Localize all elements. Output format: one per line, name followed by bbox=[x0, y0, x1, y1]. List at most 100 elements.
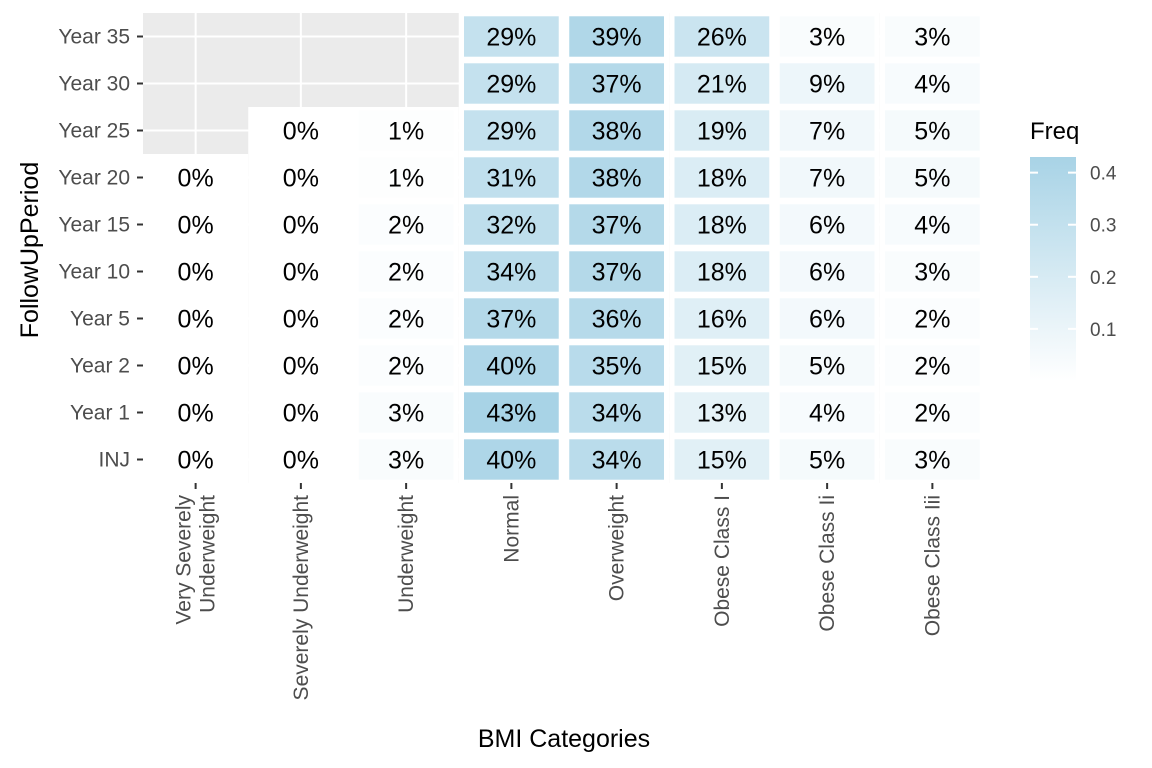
heatmap-tile bbox=[885, 110, 980, 151]
cell-value-label: 37% bbox=[592, 212, 642, 240]
heatmap-tile bbox=[464, 63, 559, 104]
heatmap-tile bbox=[358, 110, 454, 151]
heatmap-tile bbox=[464, 345, 559, 386]
heatmap-tile bbox=[358, 251, 454, 292]
cell-value-label: 34% bbox=[592, 447, 642, 475]
heatmap-tile bbox=[253, 298, 349, 339]
cell-value-label: 0% bbox=[283, 118, 319, 146]
cell-value-label: 3% bbox=[914, 447, 950, 475]
cell-value-label: 37% bbox=[486, 306, 536, 334]
heatmap-tile bbox=[779, 345, 875, 386]
y-tick-label: Year 25 bbox=[58, 120, 130, 143]
cell-value-label: 7% bbox=[809, 118, 845, 146]
cell-value-label: 0% bbox=[283, 400, 319, 428]
cell-value-label: 3% bbox=[809, 24, 845, 52]
heatmap-tile bbox=[569, 63, 664, 104]
heatmap-tile bbox=[358, 157, 454, 198]
cell-value-label: 34% bbox=[592, 400, 642, 428]
heatmap-tile bbox=[569, 110, 664, 151]
cell-value-label: 6% bbox=[809, 259, 845, 287]
cell-value-label: 0% bbox=[283, 353, 319, 381]
heatmap-tile bbox=[148, 204, 243, 245]
heatmap-tile bbox=[569, 204, 664, 245]
cell-value-label: 15% bbox=[697, 447, 747, 475]
heatmap-tile bbox=[358, 392, 454, 433]
cell-value-label: 3% bbox=[914, 24, 950, 52]
y-tick-label: Year 2 bbox=[70, 355, 130, 378]
heatmap-tile bbox=[779, 439, 875, 480]
heatmap-tile bbox=[569, 298, 664, 339]
x-tick-label: Severely Underweight bbox=[290, 495, 313, 701]
cell-value-label: 0% bbox=[178, 306, 214, 334]
heatmap-tile bbox=[253, 251, 349, 292]
x-tick-label: Underweight bbox=[197, 495, 220, 613]
cell-value-label: 5% bbox=[809, 353, 845, 381]
cell-labels: 0% 0% 3% 40% 34% 15% 5% 3% 0% 0% 3% 43% 34% 13% 4% 2% 0%… bbox=[178, 24, 951, 475]
y-tick-label: Year 5 bbox=[70, 308, 130, 331]
y-tick-label: Year 10 bbox=[58, 261, 130, 284]
cell-value-label: 4% bbox=[914, 212, 950, 240]
x-tick-label: Underweight bbox=[395, 495, 418, 613]
heatmap-tile bbox=[253, 345, 349, 386]
cell-value-label: 5% bbox=[914, 118, 950, 146]
x-tick-label: Normal bbox=[500, 495, 523, 563]
cell-value-label: 2% bbox=[388, 212, 424, 240]
color-legend: Freq 0.1 0.2 0.3 0.4 bbox=[1030, 118, 1117, 381]
cell-value-label: 18% bbox=[697, 259, 747, 287]
cell-value-label: 5% bbox=[809, 447, 845, 475]
heatmap-tile bbox=[779, 16, 875, 57]
heatmap-tile bbox=[885, 63, 980, 104]
x-tick-label: Very Severely bbox=[173, 495, 196, 625]
legend-tick-label: 0.1 bbox=[1090, 320, 1116, 341]
cell-value-label: 18% bbox=[697, 165, 747, 193]
cell-value-label: 35% bbox=[592, 353, 642, 381]
heatmap-tile bbox=[779, 110, 875, 151]
x-axis-title: BMI Categories bbox=[478, 725, 650, 753]
cell-value-label: 40% bbox=[486, 447, 536, 475]
heatmap-tile bbox=[674, 204, 770, 245]
heatmap-tile bbox=[358, 204, 454, 245]
heatmap-tile bbox=[885, 157, 980, 198]
heatmap-tile bbox=[885, 345, 980, 386]
cell-value-label: 2% bbox=[914, 353, 950, 381]
cell-value-label: 5% bbox=[914, 165, 950, 193]
cell-value-label: 0% bbox=[178, 400, 214, 428]
cell-value-label: 3% bbox=[388, 447, 424, 475]
heatmap-tile bbox=[148, 157, 243, 198]
heatmap-tile bbox=[464, 251, 559, 292]
cell-value-label: 0% bbox=[283, 165, 319, 193]
heatmap-tile bbox=[253, 392, 349, 433]
cell-value-label: 38% bbox=[592, 118, 642, 146]
x-tick-label: Overweight bbox=[606, 495, 629, 601]
cell-value-label: 0% bbox=[283, 447, 319, 475]
heatmap-tile bbox=[464, 439, 559, 480]
cell-value-label: 26% bbox=[697, 24, 747, 52]
cell-value-label: 1% bbox=[388, 118, 424, 146]
cell-value-label: 31% bbox=[486, 165, 536, 193]
cell-value-label: 6% bbox=[809, 306, 845, 334]
heatmap-tile bbox=[253, 157, 349, 198]
heatmap-tile bbox=[885, 439, 980, 480]
x-axis: Very Severely Underweight Severely Underwe… bbox=[173, 483, 944, 701]
heatmap-tile bbox=[674, 392, 770, 433]
x-tick-label: Obese Class Iii bbox=[921, 495, 944, 636]
cell-value-label: 32% bbox=[486, 212, 536, 240]
heatmap-tile bbox=[148, 439, 243, 480]
heatmap-tile bbox=[779, 298, 875, 339]
heatmap-tile bbox=[569, 251, 664, 292]
y-tick-label: Year 20 bbox=[58, 167, 130, 190]
cell-value-label: 34% bbox=[486, 259, 536, 287]
legend-title: Freq bbox=[1030, 118, 1079, 145]
heatmap-tile bbox=[674, 110, 770, 151]
cell-value-label: 36% bbox=[592, 306, 642, 334]
heatmap-tile bbox=[569, 345, 664, 386]
heatmap-tile bbox=[464, 298, 559, 339]
heatmap-tile bbox=[148, 251, 243, 292]
cell-value-label: 0% bbox=[178, 212, 214, 240]
heatmap-tile bbox=[358, 298, 454, 339]
heatmap-tile bbox=[779, 157, 875, 198]
heatmap-tile bbox=[148, 392, 243, 433]
cell-value-label: 43% bbox=[486, 400, 536, 428]
heatmap-tile bbox=[674, 439, 770, 480]
